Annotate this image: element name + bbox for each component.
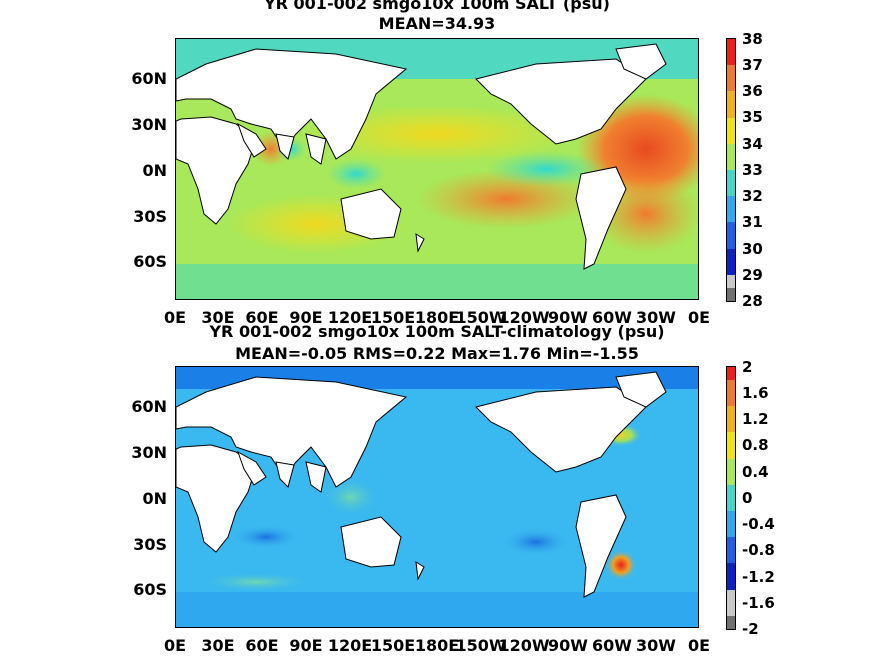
top-cbar-tick: 36 [742,82,763,100]
bottom-cbar-tick: -0.8 [742,541,775,559]
top-north-america [475,58,647,145]
top-indo-pacific-fresh [326,159,386,189]
bottom-cbar-tick: 0.8 [742,436,769,454]
bottom-arabia [237,450,267,486]
bottom-brazil-malvinas-anomaly [605,549,637,581]
top-title-line2: MEAN=34.93 [378,14,496,33]
top-cbar-tick: 28 [742,292,763,310]
bottom-land [176,371,667,598]
top-lon-label: 0E [687,308,711,327]
top-lat-60s: 60S [133,252,167,271]
top-salinity-map [175,38,699,300]
top-land [176,43,667,270]
bottom-lat-60s: 60S [133,580,167,599]
bottom-india [275,461,295,488]
top-lon-label: 150E [370,308,416,327]
top-title-line1: YR 001-002 smgo10x 100m SALT (psu) [264,0,610,13]
top-cbar-tick: 29 [742,266,763,284]
bottom-lon-label: 120W [498,636,550,655]
top-lon-label: 30W [636,308,676,327]
bottom-lat-30s: 30S [133,535,167,554]
bottom-cbar-tick: -0.4 [742,515,775,533]
bottom-south-america [575,494,627,598]
bottom-indian-low [231,525,301,549]
top-cbar-tick: 34 [742,135,763,153]
bottom-cbar-tick: 1.2 [742,410,769,428]
bottom-lon-label: 60W [592,636,632,655]
bottom-title-line2: MEAN=-0.05 RMS=0.22 Max=1.76 Min=-1.55 [235,344,639,363]
top-india [275,133,295,160]
top-cbar-tick: 38 [742,30,763,48]
top-arabia [237,122,267,158]
top-colorbar [726,38,736,302]
bottom-indo-pacific-green [321,477,381,517]
bottom-north-america [475,386,647,473]
bottom-colorbar [726,366,736,630]
bottom-se-asia [305,461,327,493]
bottom-lat-60n: 60N [131,397,167,416]
top-lon-label: 0E [163,308,187,327]
bottom-lon-label: 90W [548,636,588,655]
top-lon-label: 60W [592,308,632,327]
top-cbar-tick: 31 [742,213,763,231]
bottom-cbar-tick: 1.6 [742,384,769,402]
top-lon-label: 150W [455,308,507,327]
bottom-lon-label: 120E [327,636,373,655]
top-lat-30s: 30S [133,207,167,226]
top-lon-label: 90W [548,308,588,327]
bottom-cbar-tick: 0.4 [742,463,769,481]
bottom-southern-band [176,592,698,627]
top-lon-label: 120W [498,308,550,327]
top-se-asia [305,133,327,165]
bottom-lat-30n: 30N [131,443,167,462]
top-south-america [575,166,627,270]
bottom-cbar-tick: 2 [742,358,753,376]
top-greenland [615,43,667,80]
bottom-lon-label: 0E [163,636,187,655]
top-cbar-tick: 35 [742,108,763,126]
bottom-title-line1: YR 001-002 smgo10x 100m SALT-climatology… [209,322,665,341]
bottom-lon-label: 90E [289,636,323,655]
top-cbar-tick: 32 [742,187,763,205]
bottom-lat-0n: 0N [142,489,167,508]
bottom-eurasia [176,376,408,488]
top-cbar-tick: 30 [742,240,763,258]
bottom-lon-label: 30W [636,636,676,655]
bottom-cbar-tick: -1.6 [742,594,775,612]
bottom-south-pacific-low [501,528,571,556]
bottom-lon-label: 180E [414,636,460,655]
top-lon-label: 90E [289,308,323,327]
bottom-lon-label: 150E [370,636,416,655]
top-lat-0n: 0N [142,161,167,180]
bottom-cbar-tick: 0 [742,489,753,507]
top-lon-label: 30E [201,308,235,327]
bottom-cbar-tick: -1.2 [742,568,775,586]
bottom-australia [340,516,402,568]
bottom-greenland [615,371,667,408]
top-eurasia [176,48,408,160]
top-southern-band [176,264,698,299]
bottom-lon-label: 30E [201,636,235,655]
top-east-pacific-fresh [486,151,606,187]
top-lat-30n: 30N [131,115,167,134]
top-australia [340,188,402,240]
bottom-lon-label: 60E [245,636,279,655]
bottom-anomaly-map [175,366,699,628]
top-nz [415,233,425,253]
bottom-lon-label: 150W [455,636,507,655]
top-lat-60n: 60N [131,69,167,88]
bottom-southern-green [196,572,316,592]
top-lon-label: 60E [245,308,279,327]
top-cbar-tick: 33 [742,161,763,179]
bottom-cbar-tick: -2 [742,620,759,638]
bottom-nz [415,561,425,581]
bottom-lon-label: 0E [687,636,711,655]
top-lon-label: 180E [414,308,460,327]
top-lon-label: 120E [327,308,373,327]
top-cbar-tick: 37 [742,56,763,74]
